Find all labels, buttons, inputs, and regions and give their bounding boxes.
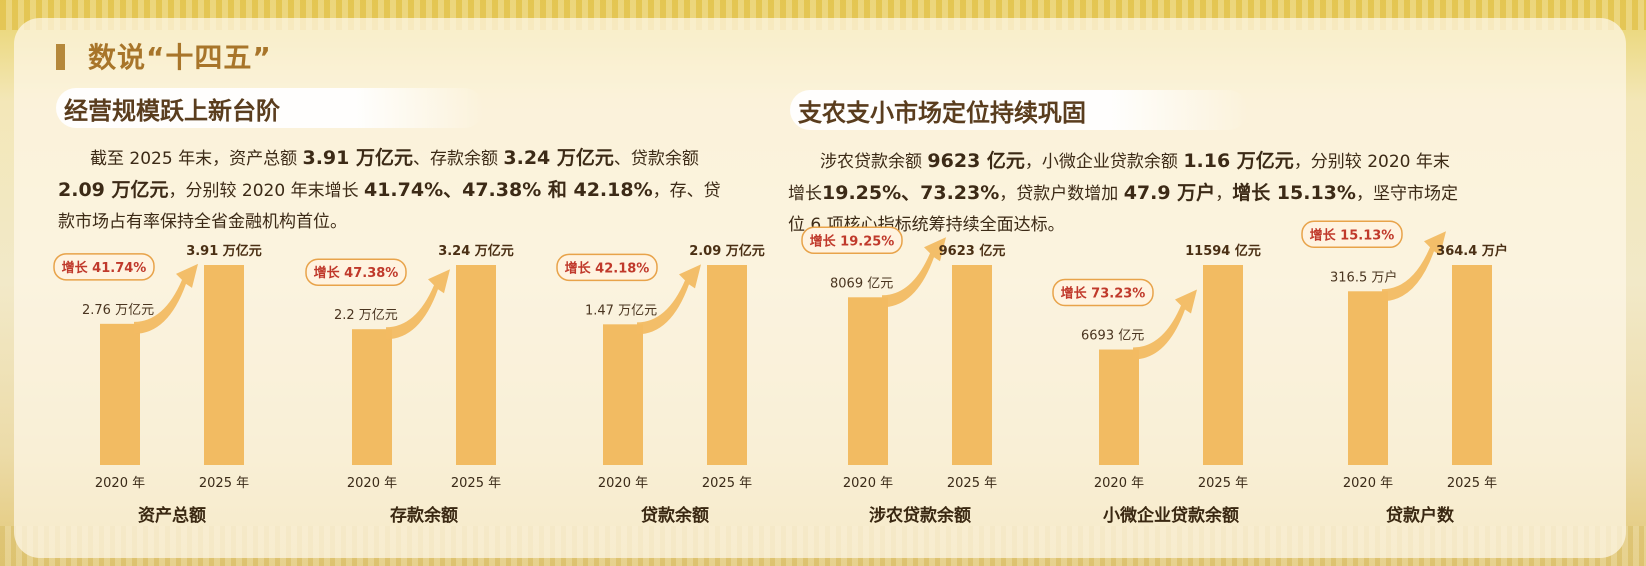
chart-3-growth-arrow: [637, 264, 701, 335]
chart-1-bar-2020: [100, 323, 140, 465]
chart-1-value-2025: 3.91 万亿元: [186, 243, 262, 259]
chart-6-year-2025: 2025 年: [1447, 476, 1497, 491]
chart-2-growth-arrow: [386, 269, 450, 340]
chart-3-bar-2020: [603, 324, 643, 465]
chart-6-bar-2020: [1348, 291, 1388, 465]
chart-6-year-2020: 2020 年: [1343, 476, 1393, 491]
chart-2-year-2020: 2020 年: [347, 476, 397, 491]
chart-6-growth-arrow: [1382, 231, 1446, 302]
chart-5-year-2025: 2025 年: [1198, 476, 1248, 491]
chart-2-value-2020: 2.2 万亿元: [334, 308, 398, 323]
chart-6-growth-badge: [1301, 220, 1403, 249]
chart-6-bar-2025: [1452, 265, 1492, 465]
chart-5-bar-2025: [1203, 265, 1243, 465]
chart-3-year-2020: 2020 年: [598, 476, 648, 491]
chart-6-growth-text: 增长 15.13%: [1310, 227, 1395, 243]
chart-1-growth-badge: [53, 253, 155, 281]
chart-2-value-2025: 3.24 万亿元: [438, 243, 514, 259]
chart-4-year-2020: 2020 年: [843, 476, 893, 491]
chart-4-year-2025: 2025 年: [947, 476, 997, 491]
chart-3-title: 贷款余额: [641, 505, 709, 526]
chart-5-value-2025: 11594 亿元: [1185, 243, 1261, 259]
chart-3-value-2025: 2.09 万亿元: [689, 243, 765, 259]
chart-2-bar-2025: [456, 265, 496, 465]
chart-5-title: 小微企业贷款余额: [1103, 505, 1239, 526]
chart-4-growth-arrow: [882, 237, 946, 308]
chart-3-bar-2025: [707, 265, 747, 465]
right-section-subtitle: 支农支小市场定位持续巩固: [790, 90, 1248, 130]
chart-1-year-2025: 2025 年: [199, 476, 249, 491]
chart-4-value-2020: 8069 亿元: [830, 276, 893, 291]
chart-1-bar-2025: [204, 265, 244, 465]
left-section-subtitle: 经营规模跃上新台阶: [56, 88, 484, 128]
left-paragraph-line-3: 款市场占有率保持全省金融机构首位。: [58, 212, 347, 232]
chart-4-growth-badge: [801, 226, 903, 255]
chart-2-growth-badge: [305, 258, 407, 286]
chart-3-year-2025: 2025 年: [702, 476, 752, 491]
chart-3-growth-badge: [556, 253, 658, 282]
chart-2-year-2025: 2025 年: [451, 476, 501, 491]
chart-4-growth-text: 增长 19.25%: [810, 233, 895, 249]
right-paragraph-line-2: 增长19.25%、73.23%，贷款户数增加 47.9 万户，增长 15.13%…: [788, 182, 1458, 204]
chart-1-year-2020: 2020 年: [95, 476, 145, 491]
chart-5-growth-badge: [1052, 278, 1154, 307]
chart-5-value-2020: 6693 亿元: [1081, 329, 1144, 344]
left-paragraph-line-1: 截至 2025 年末，资产总额 3.91 万亿元、存款余额 3.24 万亿元、贷…: [90, 147, 699, 169]
chart-2-bar-2020: [352, 329, 392, 465]
chart-2-growth-text: 增长 47.38%: [314, 265, 399, 281]
left-paragraph-line-2: 2.09 万亿元，分别较 2020 年末增长 41.74%、47.38% 和 4…: [58, 179, 721, 201]
left-subtitle-text: 经营规模跃上新台阶: [64, 96, 280, 125]
chart-4-value-2025: 9623 亿元: [939, 243, 1006, 259]
chart-5-growth-arrow: [1133, 289, 1197, 360]
chart-1-title: 资产总额: [138, 505, 206, 526]
chart-4-bar-2025: [952, 265, 992, 465]
right-paragraph-line-1: 涉农贷款余额 9623 亿元，小微企业贷款余额 1.16 万亿元，分别较 202…: [820, 150, 1450, 172]
chart-1-growth-text: 增长 41.74%: [62, 260, 147, 276]
chart-6-value-2025: 364.4 万户: [1436, 243, 1508, 259]
chart-6-value-2020: 316.5 万户: [1330, 269, 1397, 285]
chart-5-growth-text: 增长 73.23%: [1061, 286, 1146, 302]
chart-3-value-2020: 1.47 万亿元: [585, 303, 657, 318]
chart-2-title: 存款余额: [390, 505, 458, 526]
chart-5-bar-2020: [1099, 349, 1139, 465]
chart-4-bar-2020: [848, 297, 888, 465]
title-accent-bar: [56, 44, 65, 70]
chart-6-title: 贷款户数: [1386, 505, 1455, 526]
chart-3-growth-text: 增长 42.18%: [565, 260, 650, 276]
chart-5-year-2020: 2020 年: [1094, 476, 1144, 491]
right-paragraph: 涉农贷款余额 9623 亿元，小微企业贷款余额 1.16 万亿元，分别较 202…: [788, 146, 1508, 241]
page-title: 数说“十四五”: [88, 41, 272, 74]
chart-1-value-2020: 2.76 万亿元: [82, 303, 154, 318]
chart-1-growth-arrow: [134, 263, 198, 334]
right-subtitle-text: 支农支小市场定位持续巩固: [798, 98, 1086, 127]
left-paragraph: 截至 2025 年末，资产总额 3.91 万亿元、存款余额 3.24 万亿元、贷…: [58, 143, 758, 238]
chart-4-title: 涉农贷款余额: [869, 505, 971, 526]
